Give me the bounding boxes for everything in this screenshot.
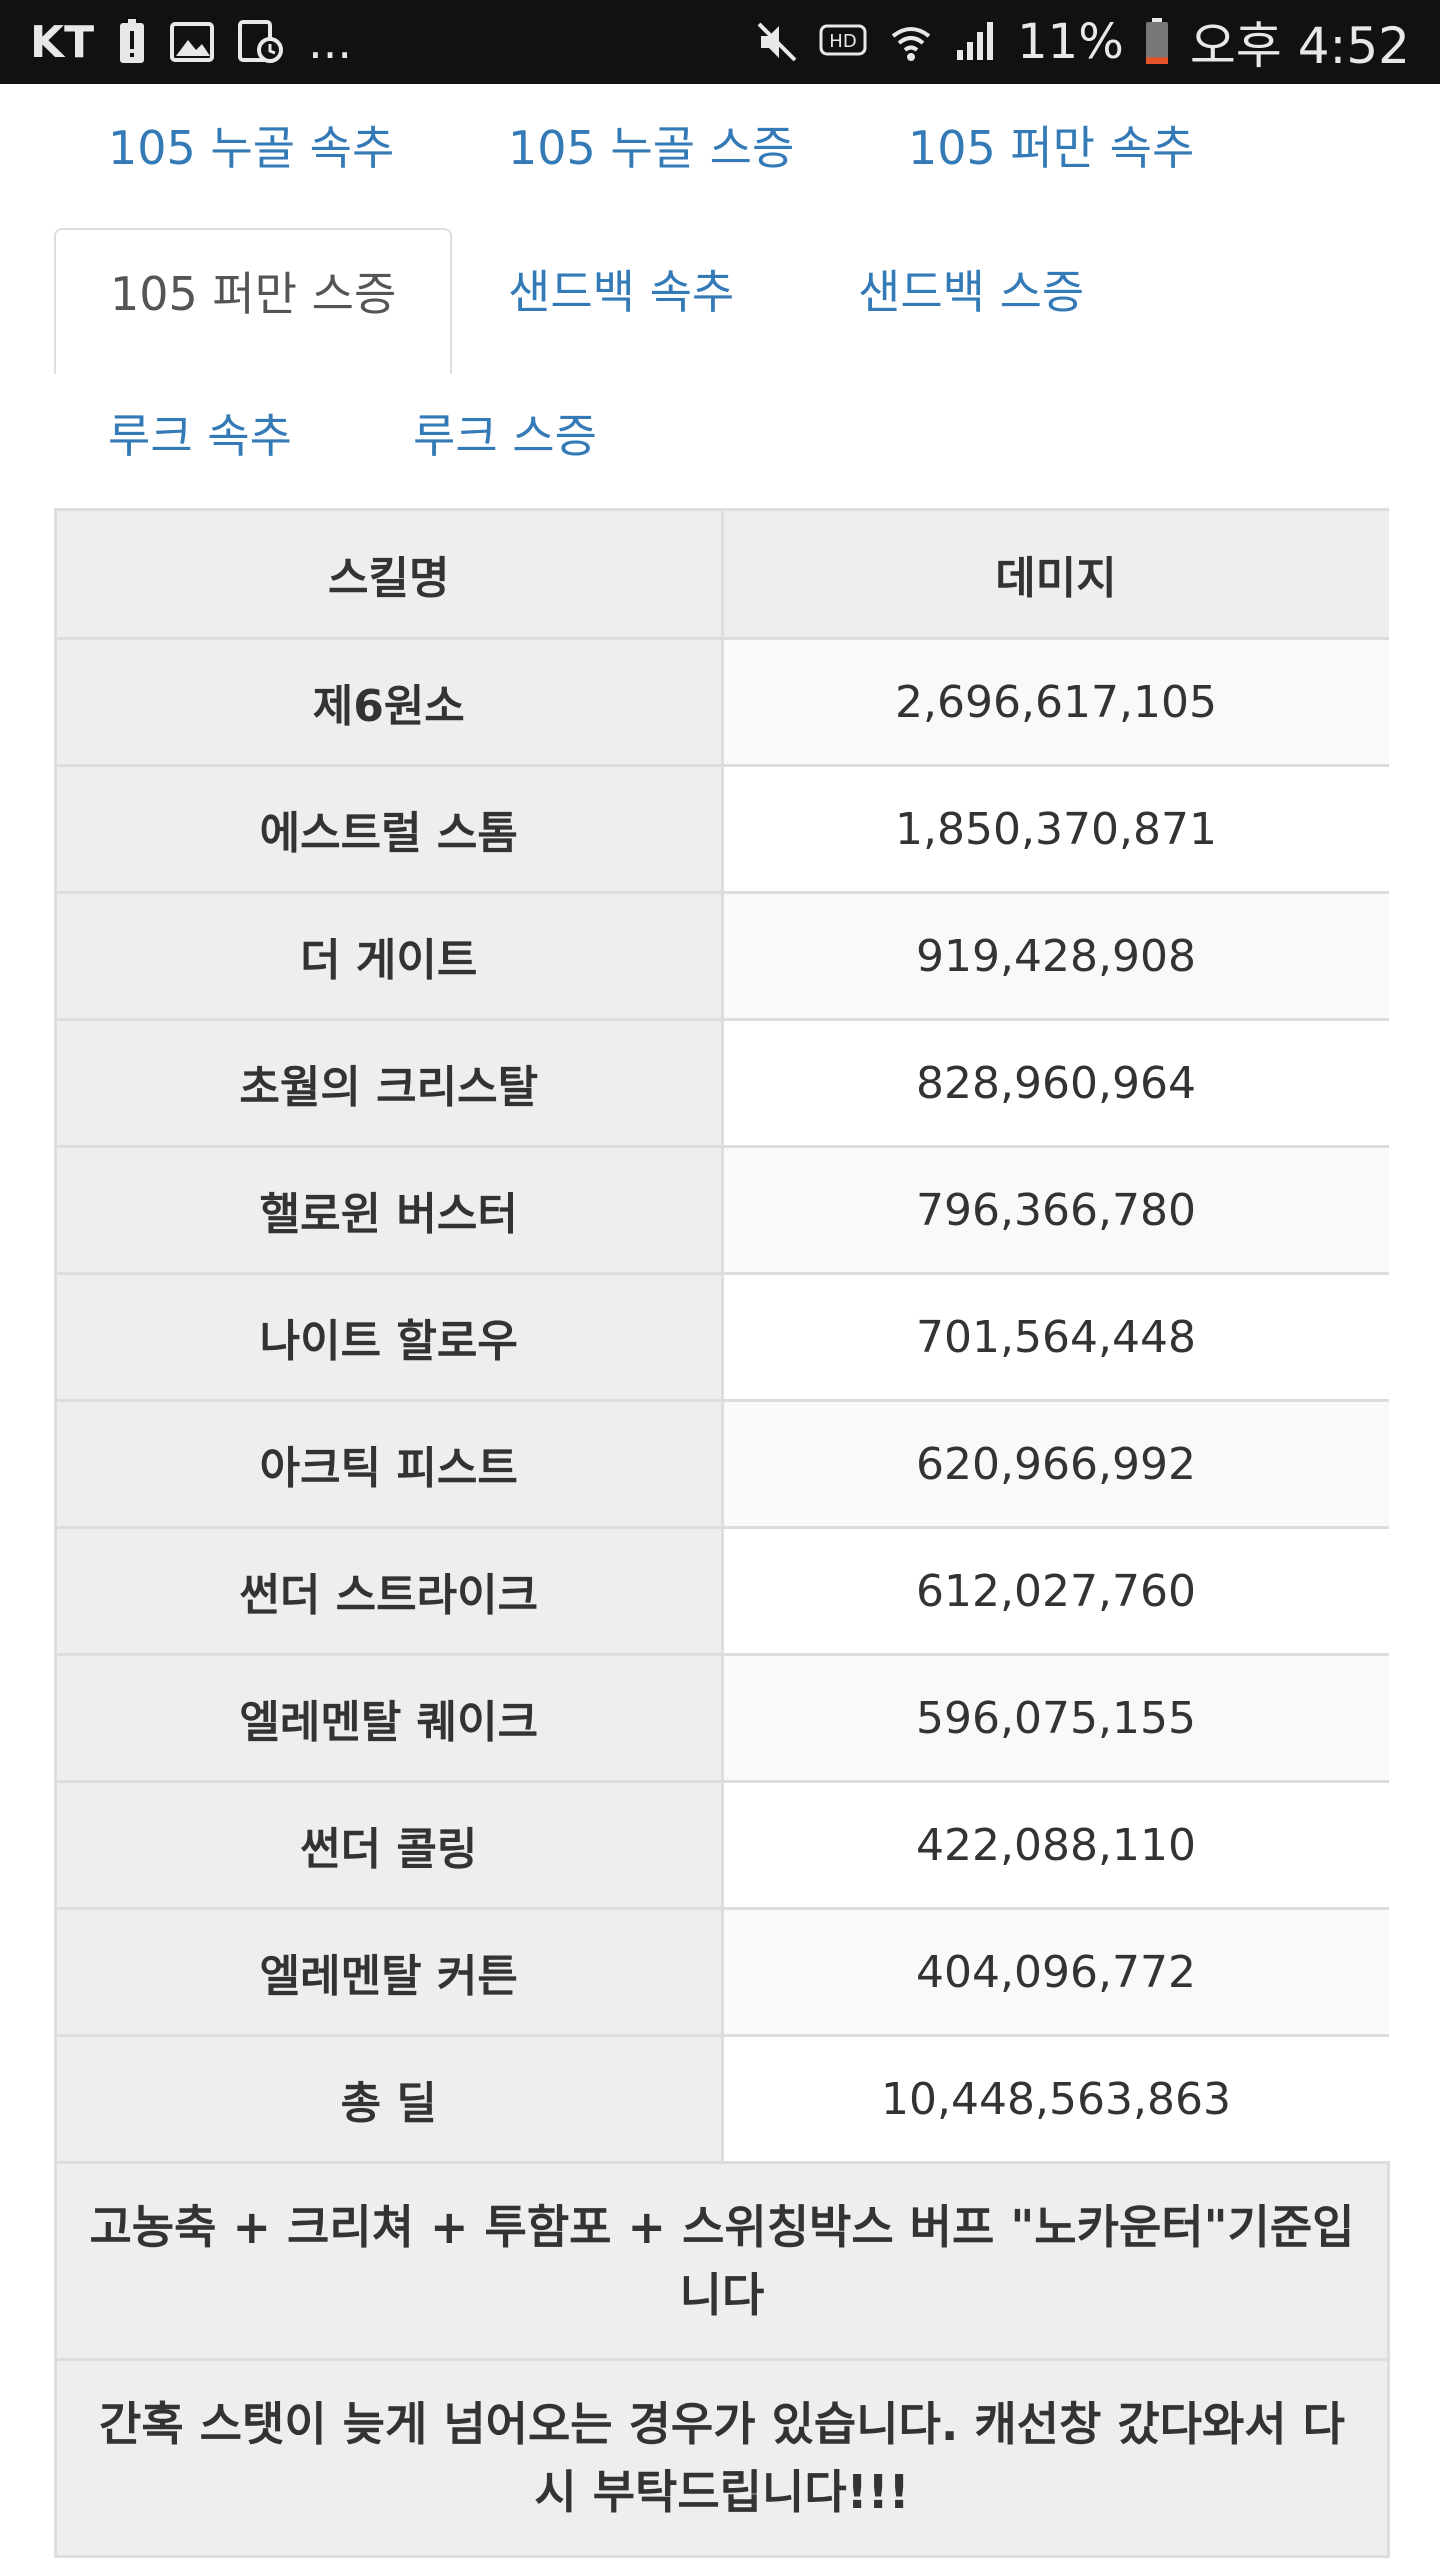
tab-105-nugol-seujeung[interactable]: 105 누골 스증 bbox=[508, 121, 795, 175]
mute-icon bbox=[755, 20, 799, 64]
note-row: 간혹 스탯이 늦게 넘어오는 경우가 있습니다. 캐선창 갔다와서 다시 부탁드… bbox=[54, 2358, 1390, 2558]
skill-damage: 596,075,155 bbox=[720, 1653, 1389, 1783]
battery-percent: 11% bbox=[1017, 14, 1124, 70]
table-row: 나이트 할로우 701,564,448 bbox=[54, 1272, 1389, 1402]
skill-name: 제6원소 bbox=[54, 637, 724, 767]
skill-name: 썬더 콜링 bbox=[54, 1780, 724, 1910]
tab-nav: 105 누골 속추 105 누골 스증 105 퍼만 속추 105 퍼만 스증 … bbox=[54, 84, 1390, 516]
image-icon bbox=[170, 22, 215, 62]
skill-damage: 404,096,772 bbox=[720, 1907, 1389, 2037]
table-row: 더 게이트 919,428,908 bbox=[54, 891, 1389, 1021]
carrier-label: KT bbox=[30, 16, 95, 68]
tab-rook-seujeung[interactable]: 루크 스증 bbox=[413, 409, 597, 463]
damage-table: 스킬명 데미지 제6원소 2,696,617,105 에스트럴 스톰 1,850,3… bbox=[54, 508, 1390, 2558]
schedule-icon bbox=[238, 20, 284, 64]
clock: 오후 4:52 bbox=[1189, 17, 1410, 75]
alert-icon bbox=[118, 19, 146, 65]
skill-damage: 701,564,448 bbox=[720, 1272, 1389, 1402]
status-bar: KT ... HD 11% 오후 4:52 bbox=[0, 0, 1440, 84]
skill-name: 초월의 크리스탈 bbox=[54, 1018, 724, 1148]
skill-damage: 796,366,780 bbox=[720, 1145, 1389, 1275]
skill-damage: 620,966,992 bbox=[720, 1399, 1389, 1529]
total-damage: 10,448,563,863 bbox=[720, 2034, 1389, 2164]
stat-delay-note: 간혹 스탯이 늦게 넘어오는 경우가 있습니다. 캐선창 갔다와서 다시 부탁드… bbox=[54, 2358, 1390, 2558]
tab-105-nugol-sokchu[interactable]: 105 누골 속추 bbox=[108, 121, 395, 175]
skill-name: 더 게이트 bbox=[54, 891, 724, 1021]
total-row: 총 딜 10,448,563,863 bbox=[54, 2034, 1389, 2164]
tab-sandbag-seujeung[interactable]: 샌드백 스증 bbox=[858, 265, 1085, 319]
table-row: 엘레멘탈 커튼 404,096,772 bbox=[54, 1907, 1389, 2037]
damage-table-container: 스킬명 데미지 제6원소 2,696,617,105 에스트럴 스톰 1,850,3… bbox=[54, 508, 1390, 2558]
skill-damage: 1,850,370,871 bbox=[720, 764, 1389, 894]
hd-icon: HD bbox=[819, 22, 869, 62]
skill-damage: 828,960,964 bbox=[720, 1018, 1389, 1148]
skill-name: 에스트럴 스톰 bbox=[54, 764, 724, 894]
tab-rook-sokchu[interactable]: 루크 속추 bbox=[108, 409, 292, 463]
skill-name: 엘레멘탈 퀘이크 bbox=[54, 1653, 724, 1783]
more-notifications: ... bbox=[308, 15, 352, 69]
wifi-icon bbox=[889, 20, 933, 64]
table-row: 썬더 콜링 422,088,110 bbox=[54, 1780, 1389, 1910]
table-row: 아크틱 피스트 620,966,992 bbox=[54, 1399, 1389, 1529]
tab-105-peoman-seujeung[interactable]: 105 퍼만 스증 bbox=[54, 228, 453, 374]
skill-damage: 2,696,617,105 bbox=[720, 637, 1389, 767]
buff-note: 고농축 + 크리쳐 + 투함포 + 스위칭박스 버프 "노카운터"기준입니다 bbox=[54, 2161, 1390, 2361]
table-row: 엘레멘탈 퀘이크 596,075,155 bbox=[54, 1653, 1389, 1783]
skill-damage: 612,027,760 bbox=[720, 1526, 1389, 1656]
skill-name: 나이트 할로우 bbox=[54, 1272, 724, 1402]
table-row: 핼로윈 버스터 796,366,780 bbox=[54, 1145, 1389, 1275]
signal-icon bbox=[953, 20, 997, 64]
tab-105-peoman-sokchu[interactable]: 105 퍼만 속추 bbox=[908, 121, 1195, 175]
table-row: 에스트럴 스톰 1,850,370,871 bbox=[54, 764, 1389, 894]
note-row: 고농축 + 크리쳐 + 투함포 + 스위칭박스 버프 "노카운터"기준입니다 bbox=[54, 2161, 1390, 2361]
skill-damage: 919,428,908 bbox=[720, 891, 1389, 1021]
skill-name: 썬더 스트라이크 bbox=[54, 1526, 724, 1656]
svg-text:HD: HD bbox=[829, 31, 856, 52]
table-row: 제6원소 2,696,617,105 bbox=[54, 637, 1389, 767]
header-skill-name: 스킬명 bbox=[54, 508, 724, 640]
skill-name: 엘레멘탈 커튼 bbox=[54, 1907, 724, 2037]
table-header-row: 스킬명 데미지 bbox=[54, 508, 1389, 640]
skill-damage: 422,088,110 bbox=[720, 1780, 1389, 1910]
skill-name: 아크틱 피스트 bbox=[54, 1399, 724, 1529]
battery-icon bbox=[1144, 18, 1170, 66]
skill-name: 핼로윈 버스터 bbox=[54, 1145, 724, 1275]
table-row: 초월의 크리스탈 828,960,964 bbox=[54, 1018, 1389, 1148]
total-label: 총 딜 bbox=[54, 2034, 724, 2164]
header-damage: 데미지 bbox=[720, 508, 1389, 640]
tab-sandbag-sokchu[interactable]: 샌드백 속추 bbox=[508, 265, 735, 319]
table-row: 썬더 스트라이크 612,027,760 bbox=[54, 1526, 1389, 1656]
